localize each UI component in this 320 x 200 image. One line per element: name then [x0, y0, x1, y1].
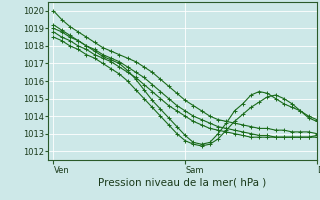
X-axis label: Pression niveau de la mer( hPa ): Pression niveau de la mer( hPa ) [98, 177, 267, 187]
